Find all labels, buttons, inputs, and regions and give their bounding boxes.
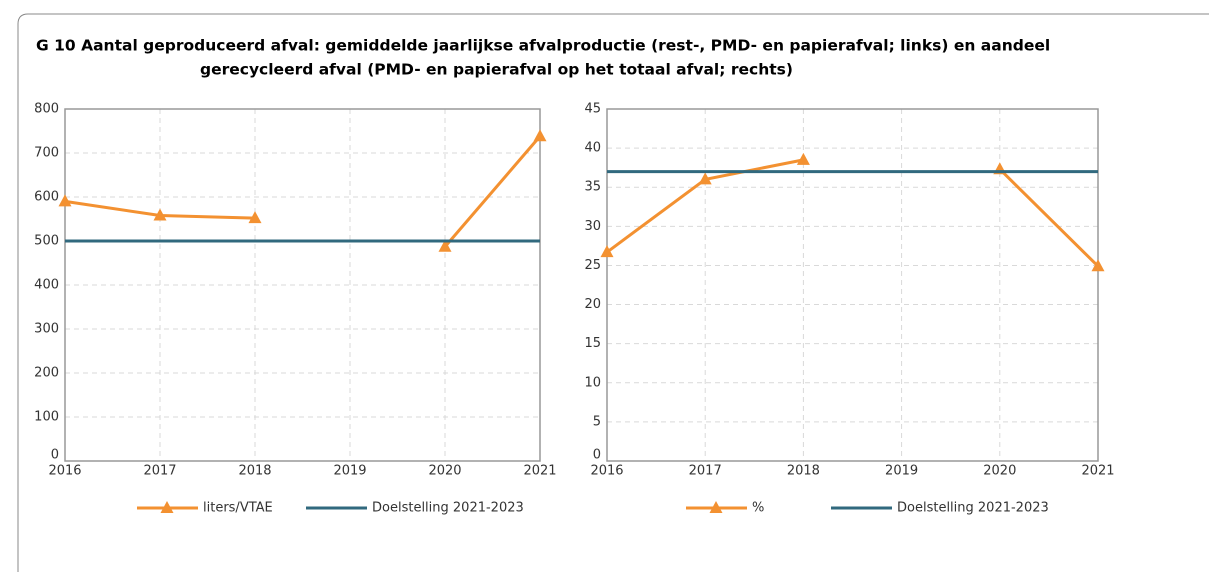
- x-tick-label: 2018: [238, 464, 271, 479]
- point-marker: [248, 211, 262, 224]
- y-tick-label: 45: [584, 102, 601, 117]
- point-marker: [796, 152, 810, 165]
- legend-label: %: [752, 501, 764, 516]
- point-marker: [600, 245, 614, 258]
- y-tick-label: 15: [584, 336, 601, 351]
- y-tick-label: 200: [34, 366, 59, 381]
- series-line: [606, 158, 1100, 268]
- point-marker: [58, 194, 72, 207]
- y-tick-label: 0: [51, 448, 59, 463]
- legend-label: Doelstelling 2021-2023: [897, 501, 1049, 516]
- legend-label: Doelstelling 2021-2023: [372, 501, 524, 516]
- point-marker: [438, 239, 452, 252]
- y-tick-label: 700: [34, 146, 59, 161]
- frame: [17, 13, 1209, 572]
- y-tick-label: 500: [34, 234, 59, 249]
- y-tick-label: 5: [593, 414, 601, 429]
- x-tick-label: 2021: [523, 464, 556, 479]
- y-tick-label: 400: [34, 278, 59, 293]
- y-tick-label: 300: [34, 322, 59, 337]
- y-tick-label: 100: [34, 410, 59, 425]
- point-marker: [533, 129, 547, 142]
- x-tick-label: 2017: [689, 464, 722, 479]
- chart-title: G 10 Aantal geproduceerd afval: gemiddel…: [36, 37, 1050, 55]
- x-tick-label: 2021: [1081, 464, 1114, 479]
- x-tick-label: 2018: [787, 464, 820, 479]
- x-tick-label: 2020: [428, 464, 461, 479]
- plot-frame: [64, 108, 541, 462]
- legend-marker: [709, 501, 723, 513]
- legend-marker: [160, 501, 174, 513]
- point-marker: [698, 172, 712, 185]
- legend-label: liters/VTAE: [203, 501, 273, 516]
- y-tick-label: 25: [584, 258, 601, 273]
- plot-frame: [606, 108, 1099, 462]
- x-tick-label: 2019: [885, 464, 918, 479]
- x-tick-label: 2016: [48, 464, 81, 479]
- y-tick-label: 600: [34, 190, 59, 205]
- y-tick-label: 20: [584, 297, 601, 312]
- y-tick-label: 35: [584, 180, 601, 195]
- x-tick-label: 2020: [983, 464, 1016, 479]
- y-tick-label: 10: [584, 375, 601, 390]
- y-tick-label: 0: [593, 448, 601, 463]
- y-tick-label: 800: [34, 102, 59, 117]
- y-tick-label: 40: [584, 141, 601, 156]
- x-tick-label: 2019: [333, 464, 366, 479]
- chart-title: gerecycleerd afval (PMD- en papierafval …: [200, 61, 793, 79]
- y-tick-label: 30: [584, 219, 601, 234]
- point-marker: [153, 208, 167, 221]
- x-tick-label: 2016: [590, 464, 623, 479]
- x-tick-label: 2017: [143, 464, 176, 479]
- point-marker: [1091, 259, 1105, 272]
